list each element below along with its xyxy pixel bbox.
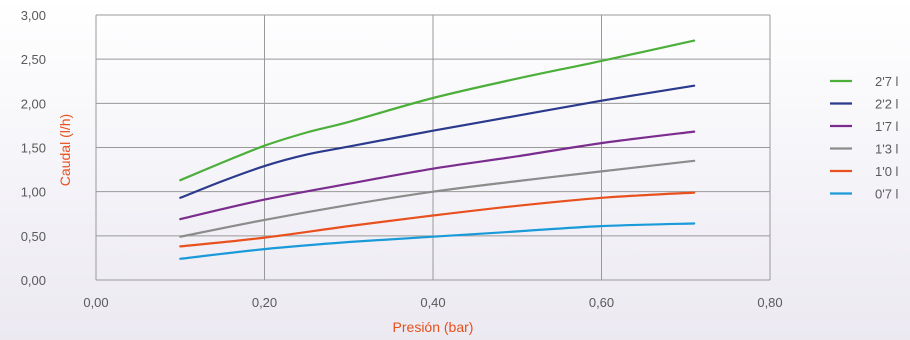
legend: 2'7 l 2'2 l 1'7 l 1'3 l 1'0 l 0'7 l (830, 74, 899, 202)
x-tick-label: 0,60 (589, 295, 614, 310)
x-tick-label: 0,20 (252, 295, 277, 310)
series-line (179, 222, 696, 260)
y-tick-label: 0,00 (21, 273, 46, 288)
legend-item: 2'2 l (830, 97, 899, 112)
series-line (179, 84, 696, 199)
series-line (179, 191, 696, 248)
series-line (179, 39, 696, 182)
y-tick-label: 2,50 (21, 52, 46, 67)
legend-item: 1'7 l (830, 119, 899, 134)
y-tick-label: 3,00 (21, 8, 46, 23)
x-axis-title: Presión (bar) (393, 319, 474, 335)
series-line (179, 159, 696, 238)
series-lines (179, 39, 696, 260)
legend-item: 1'3 l (830, 142, 899, 157)
legend-label: 1'7 l (875, 119, 899, 134)
legend-label: 1'3 l (875, 142, 899, 157)
y-axis-title: Caudal (l/h) (57, 114, 73, 186)
y-tick-label: 1,00 (21, 185, 46, 200)
y-tick-label: 1,50 (21, 141, 46, 156)
y-tick-label: 2,00 (21, 96, 46, 111)
series-line (179, 130, 696, 221)
legend-label: 2'7 l (875, 74, 899, 89)
grid (95, 14, 771, 281)
legend-item: 1'0 l (830, 164, 899, 179)
legend-label: 0'7 l (875, 187, 899, 202)
x-axis-ticks: 0,00 0,20 0,40 0,60 0,80 (83, 295, 782, 310)
legend-label: 2'2 l (875, 97, 899, 112)
legend-item: 0'7 l (830, 187, 899, 202)
y-tick-label: 0,50 (21, 229, 46, 244)
legend-label: 1'0 l (875, 164, 899, 179)
x-tick-label: 0,80 (757, 295, 782, 310)
x-tick-label: 0,40 (420, 295, 445, 310)
x-tick-label: 0,00 (83, 295, 108, 310)
legend-item: 2'7 l (830, 74, 899, 89)
y-axis-ticks: 0,00 0,50 1,00 1,50 2,00 2,50 3,00 (21, 8, 46, 288)
